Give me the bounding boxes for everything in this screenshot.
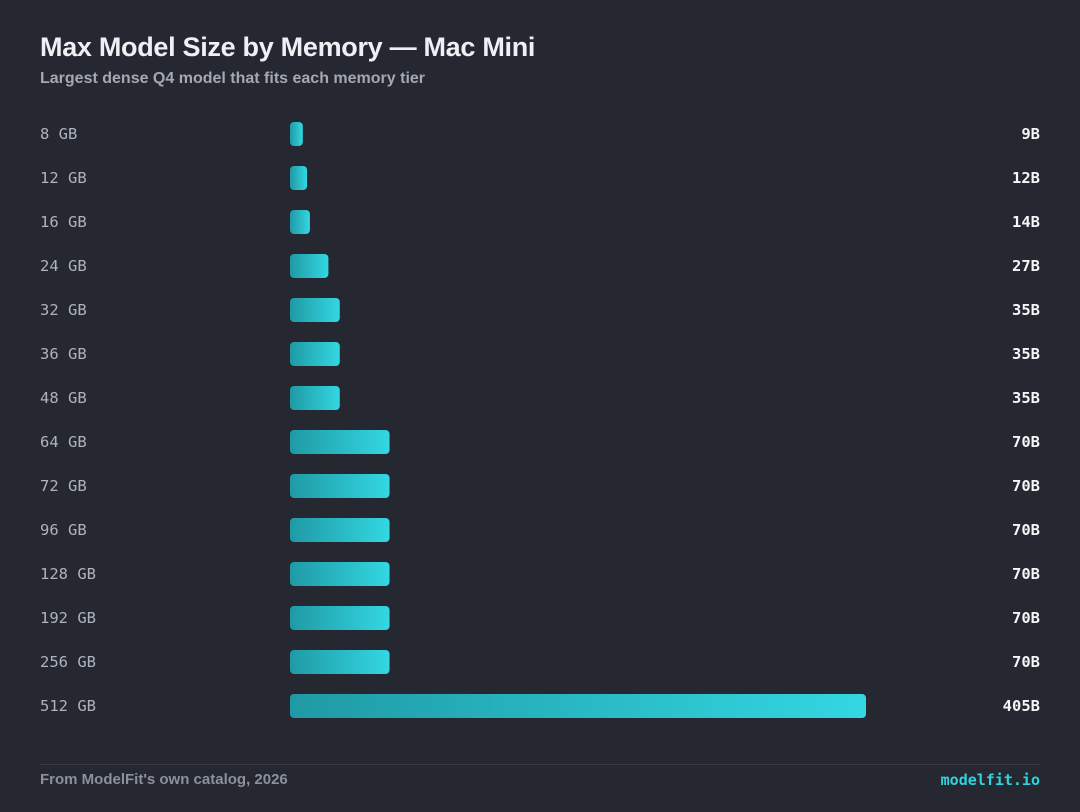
category-label: 72 GB (40, 477, 87, 495)
value-label: 70B (1012, 477, 1040, 495)
value-label: 405B (1003, 697, 1040, 715)
value-label: 70B (1012, 565, 1040, 583)
bar-row: 96 GB 70B (40, 518, 1040, 542)
bar (290, 562, 390, 586)
bar-row: 48 GB 35B (40, 386, 1040, 410)
value-label: 9B (1021, 125, 1040, 143)
bar (290, 298, 340, 322)
category-label: 12 GB (40, 169, 87, 187)
bar-row: 32 GB 35B (40, 298, 1040, 322)
bar-row: 36 GB 35B (40, 342, 1040, 366)
bar (290, 694, 866, 718)
value-label: 70B (1012, 433, 1040, 451)
bar (290, 606, 390, 630)
value-label: 27B (1012, 257, 1040, 275)
category-label: 24 GB (40, 257, 87, 275)
value-label: 70B (1012, 521, 1040, 539)
category-label: 64 GB (40, 433, 87, 451)
category-label: 192 GB (40, 609, 96, 627)
value-label: 14B (1012, 213, 1040, 231)
bar-row: 512 GB 405B (40, 694, 1040, 718)
bar (290, 386, 340, 410)
chart-subtitle: Largest dense Q4 model that fits each me… (40, 70, 426, 87)
value-label: 35B (1012, 389, 1040, 407)
category-label: 48 GB (40, 389, 87, 407)
category-label: 512 GB (40, 697, 96, 715)
category-label: 36 GB (40, 345, 87, 363)
bar (290, 254, 329, 278)
category-label: 96 GB (40, 521, 87, 539)
bar-row: 192 GB 70B (40, 606, 1040, 630)
category-label: 8 GB (40, 125, 77, 143)
bar (290, 518, 390, 542)
value-label: 35B (1012, 345, 1040, 363)
bar-row: 72 GB 70B (40, 474, 1040, 498)
bar (290, 342, 340, 366)
bar (290, 650, 390, 674)
bar-row: 12 GB 12B (40, 166, 1040, 190)
bar-row: 128 GB 70B (40, 562, 1040, 586)
category-label: 128 GB (40, 565, 96, 583)
value-label: 70B (1012, 609, 1040, 627)
category-label: 32 GB (40, 301, 87, 319)
bar-row: 8 GB 9B (40, 122, 1040, 146)
value-label: 35B (1012, 301, 1040, 319)
bar-row: 64 GB 70B (40, 430, 1040, 454)
bar-row: 256 GB 70B (40, 650, 1040, 674)
bar (290, 430, 390, 454)
bar (290, 474, 390, 498)
category-label: 16 GB (40, 213, 87, 231)
value-label: 12B (1012, 169, 1040, 187)
chart-title: Max Model Size by Memory — Mac Mini (40, 32, 536, 62)
bar-row: 24 GB 27B (40, 254, 1040, 278)
bar (290, 166, 308, 190)
source-note: From ModelFit's own catalog, 2026 (40, 771, 288, 788)
bar (290, 122, 303, 146)
bar-row: 16 GB 14B (40, 210, 1040, 234)
value-label: 70B (1012, 653, 1040, 671)
brand-link[interactable]: modelfit.io (940, 771, 1040, 789)
bar (290, 210, 310, 234)
footer-divider (40, 764, 1040, 765)
category-label: 256 GB (40, 653, 96, 671)
